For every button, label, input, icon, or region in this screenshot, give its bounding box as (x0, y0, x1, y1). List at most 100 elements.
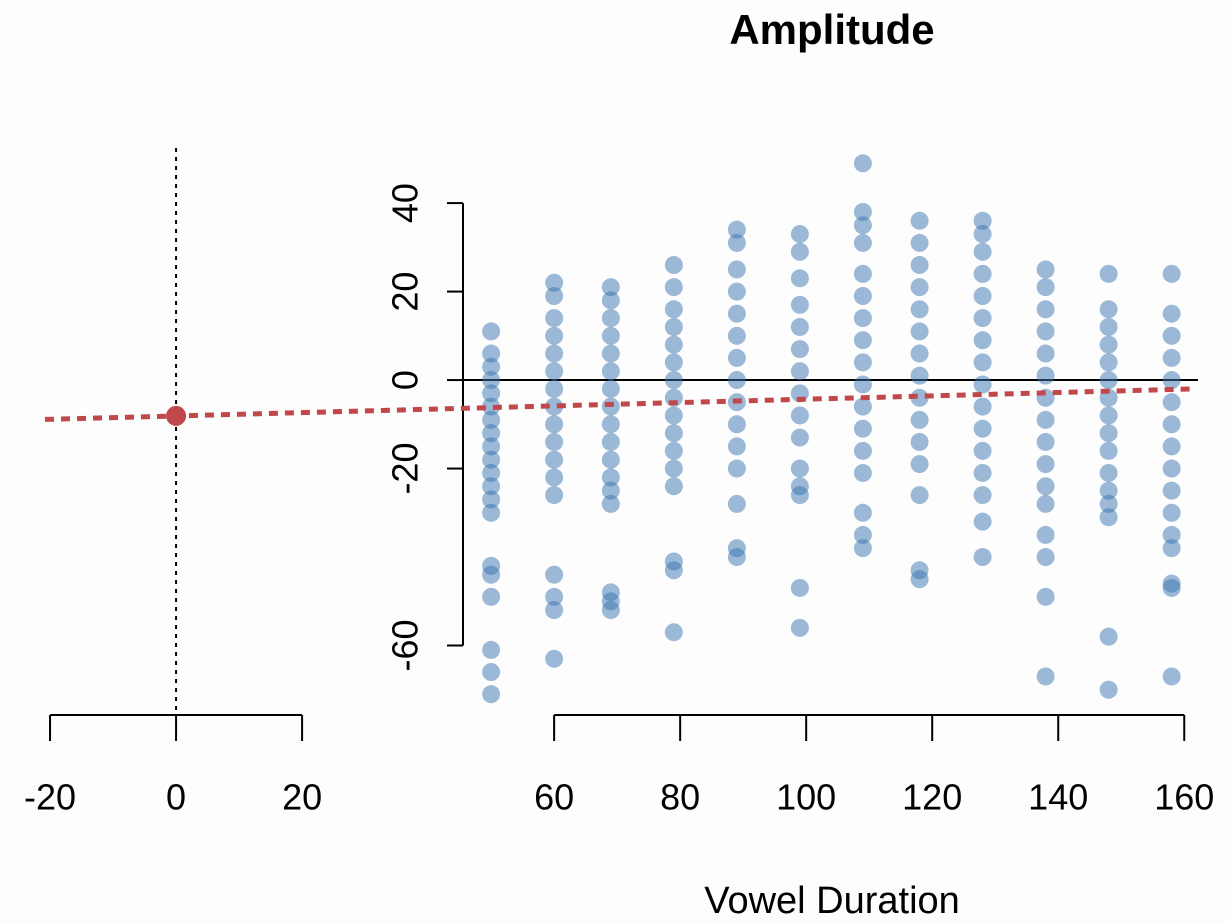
data-point (853, 286, 872, 305)
y-tick-label: -60 (385, 619, 426, 671)
data-point (664, 424, 683, 443)
data-point (601, 481, 620, 500)
data-point (790, 428, 809, 447)
data-point (973, 548, 992, 567)
data-point (727, 437, 746, 456)
data-point (601, 344, 620, 363)
data-point (790, 618, 809, 637)
data-point (973, 211, 992, 230)
data-point (545, 415, 564, 434)
data-point (790, 406, 809, 425)
data-point (973, 486, 992, 505)
data-point (1162, 393, 1181, 412)
data-point (1099, 317, 1118, 336)
data-point (482, 437, 501, 456)
data-point (482, 322, 501, 341)
data-point (790, 225, 809, 244)
data-point (545, 326, 564, 345)
data-point (1099, 680, 1118, 699)
data-point (545, 565, 564, 584)
y-tick-label: -20 (385, 443, 426, 495)
data-point (853, 202, 872, 221)
data-point (1099, 264, 1118, 283)
data-point (910, 344, 929, 363)
data-point (664, 300, 683, 319)
data-point (664, 256, 683, 275)
data-point (973, 309, 992, 328)
data-point (1099, 371, 1118, 390)
data-point (727, 371, 746, 390)
data-point (790, 578, 809, 597)
data-point (853, 419, 872, 438)
data-point (1036, 525, 1055, 544)
data-point (1036, 548, 1055, 567)
data-point (727, 304, 746, 323)
data-point (1036, 300, 1055, 319)
data-point (790, 340, 809, 359)
data-point (790, 486, 809, 505)
data-point (727, 415, 746, 434)
data-point (727, 548, 746, 567)
data-point (545, 432, 564, 451)
data-point (601, 278, 620, 297)
data-point (664, 278, 683, 297)
data-point (545, 486, 564, 505)
data-point (1036, 587, 1055, 606)
data-point (910, 432, 929, 451)
data-point (910, 211, 929, 230)
data-point (853, 309, 872, 328)
data-point (973, 397, 992, 416)
data-point (973, 375, 992, 394)
data-point (1099, 508, 1118, 527)
data-point (482, 565, 501, 584)
data-point (1036, 667, 1055, 686)
data-point (482, 503, 501, 522)
data-point (545, 273, 564, 292)
data-point (973, 512, 992, 531)
data-point (482, 424, 501, 443)
data-point (1162, 264, 1181, 283)
data-point (601, 494, 620, 513)
data-point (1099, 481, 1118, 500)
data-point (910, 278, 929, 297)
data-point (1162, 326, 1181, 345)
y-tick-label: 0 (385, 370, 426, 390)
data-point (1036, 278, 1055, 297)
x-axis-label: Vowel Duration (704, 880, 960, 922)
data-point (790, 242, 809, 261)
data-point (1162, 348, 1181, 367)
data-point (664, 561, 683, 580)
data-point (853, 463, 872, 482)
y-tick-label: 20 (385, 272, 426, 312)
data-point (1036, 366, 1055, 385)
data-point (1036, 494, 1055, 513)
data-point (1162, 371, 1181, 390)
data-point (545, 362, 564, 381)
data-point (1099, 627, 1118, 646)
data-point (482, 384, 501, 403)
data-point (1162, 437, 1181, 456)
x-tick-label: 100 (776, 777, 836, 818)
data-point (973, 463, 992, 482)
data-point (727, 494, 746, 513)
data-point (853, 441, 872, 460)
data-point (910, 388, 929, 407)
data-point (910, 233, 929, 252)
data-point (482, 463, 501, 482)
x-tick-label: 20 (282, 777, 322, 818)
data-point (482, 357, 501, 376)
data-point (545, 286, 564, 305)
data-point (482, 397, 501, 416)
data-point (1099, 463, 1118, 482)
y-tick-label: 40 (385, 183, 426, 223)
data-point (1162, 667, 1181, 686)
data-point (545, 587, 564, 606)
x-tick-label: 120 (902, 777, 962, 818)
x-tick-label: 80 (660, 777, 700, 818)
data-point (853, 539, 872, 558)
data-point (1099, 353, 1118, 372)
data-point (664, 317, 683, 336)
data-point (727, 233, 746, 252)
data-point (482, 410, 501, 429)
data-point (1162, 415, 1181, 434)
